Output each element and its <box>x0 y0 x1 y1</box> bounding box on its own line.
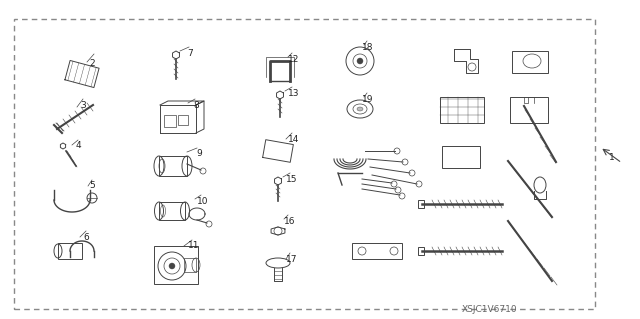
Bar <box>58 243 82 259</box>
Text: 13: 13 <box>288 88 300 98</box>
Bar <box>512 51 548 73</box>
Bar <box>440 97 484 123</box>
Text: 19: 19 <box>362 94 374 103</box>
Text: 5: 5 <box>89 182 95 190</box>
Bar <box>159 202 185 220</box>
Text: 4: 4 <box>75 142 81 151</box>
Circle shape <box>169 263 175 269</box>
Bar <box>184 258 196 272</box>
Text: 10: 10 <box>197 197 209 205</box>
Text: 3: 3 <box>80 100 86 109</box>
Text: 11: 11 <box>188 241 200 250</box>
Text: 15: 15 <box>286 174 298 183</box>
Text: 7: 7 <box>187 48 193 57</box>
Text: 18: 18 <box>362 42 374 51</box>
Text: 17: 17 <box>286 255 298 263</box>
Bar <box>442 146 480 168</box>
Text: 6: 6 <box>83 233 89 241</box>
Bar <box>159 156 187 176</box>
Bar <box>418 247 424 255</box>
Text: 14: 14 <box>288 135 300 144</box>
Text: 12: 12 <box>288 55 300 63</box>
Bar <box>164 115 176 127</box>
Bar <box>352 243 402 259</box>
Text: 16: 16 <box>284 217 296 226</box>
Bar <box>154 246 198 284</box>
Text: XSJC1V6710: XSJC1V6710 <box>462 305 518 314</box>
Text: 1: 1 <box>609 152 615 161</box>
Text: 2: 2 <box>89 60 95 69</box>
Text: 8: 8 <box>193 100 199 109</box>
Bar <box>418 200 424 208</box>
Text: 9: 9 <box>196 150 202 159</box>
Ellipse shape <box>357 107 363 111</box>
Circle shape <box>357 58 363 64</box>
Bar <box>510 97 548 123</box>
Bar <box>178 115 188 125</box>
